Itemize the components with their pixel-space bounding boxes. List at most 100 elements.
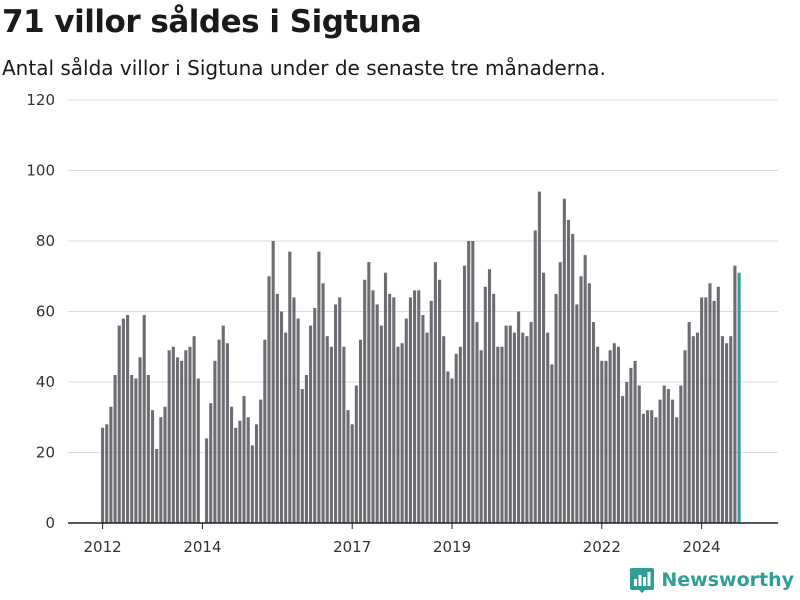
bar <box>504 325 508 523</box>
bar <box>288 251 292 523</box>
bar <box>309 325 313 523</box>
bar <box>175 357 180 523</box>
bar <box>126 315 130 523</box>
bar <box>292 297 296 523</box>
bar <box>284 332 288 523</box>
bar <box>712 300 716 523</box>
x-tick-label: 2014 <box>183 538 221 556</box>
bar <box>279 311 284 523</box>
bar <box>150 410 155 523</box>
bar <box>542 272 546 523</box>
chart-title: 71 villor såldes i Sigtuna <box>2 4 422 40</box>
bar <box>446 371 450 523</box>
bar <box>396 346 400 523</box>
bar <box>163 406 167 523</box>
bar <box>242 396 246 523</box>
bar <box>300 389 304 523</box>
bar <box>571 233 575 523</box>
bar <box>350 424 354 523</box>
y-tick-label: 120 <box>26 91 55 109</box>
bar <box>612 343 616 523</box>
bar <box>683 350 687 523</box>
bar <box>554 293 558 524</box>
x-tick-label: 2017 <box>333 538 371 556</box>
bar <box>500 346 504 523</box>
bar <box>646 410 650 523</box>
bar <box>254 424 259 523</box>
latest-value-label: 71 <box>732 0 754 5</box>
newsworthy-logo-icon <box>630 568 655 593</box>
bar <box>321 283 325 523</box>
bar <box>566 219 571 523</box>
bar <box>517 311 521 523</box>
bar <box>725 343 729 523</box>
bar <box>529 322 533 523</box>
bar <box>259 399 263 524</box>
bar <box>404 318 408 523</box>
y-axis-ticks: 0 20 40 60 80 100 120 <box>26 91 55 532</box>
bar <box>679 385 683 523</box>
bar <box>483 286 487 523</box>
bar <box>338 297 342 523</box>
bar <box>729 336 733 523</box>
bar <box>134 378 138 523</box>
bar <box>234 427 238 523</box>
bar <box>413 290 417 523</box>
bar <box>138 357 142 523</box>
bar <box>317 251 321 523</box>
bar <box>629 367 633 523</box>
x-tick-label: 2019 <box>433 538 471 556</box>
bars <box>101 191 741 524</box>
bar <box>101 427 105 523</box>
bar <box>695 332 700 523</box>
bar <box>313 307 317 523</box>
bar <box>616 346 620 523</box>
bar <box>371 290 375 523</box>
bar <box>467 241 471 523</box>
bar <box>209 403 213 523</box>
bar <box>600 360 604 523</box>
bar <box>454 353 458 523</box>
bar <box>392 297 396 523</box>
bar <box>400 343 404 523</box>
bar <box>146 374 150 523</box>
bar <box>637 385 641 523</box>
bar <box>109 406 113 523</box>
bar <box>121 318 125 523</box>
bar <box>458 346 462 523</box>
bar <box>608 350 612 523</box>
bar <box>704 297 708 523</box>
bar <box>479 350 483 523</box>
bar <box>475 322 479 523</box>
bar <box>496 346 500 523</box>
bar <box>155 448 159 523</box>
bar <box>417 290 421 523</box>
bar-latest <box>737 272 741 523</box>
bar <box>196 378 200 523</box>
bar <box>213 360 217 523</box>
bar <box>533 230 537 523</box>
bar <box>304 374 308 523</box>
bar <box>184 350 188 523</box>
y-tick-label: 20 <box>36 444 55 462</box>
bar <box>296 318 300 523</box>
bar <box>587 283 591 523</box>
bar <box>604 360 608 523</box>
bar <box>596 346 600 523</box>
bar <box>358 339 363 523</box>
bar <box>720 336 724 523</box>
x-tick-label: 2012 <box>84 538 122 556</box>
bar <box>421 315 425 523</box>
bar <box>462 265 467 523</box>
y-tick-label: 80 <box>36 232 55 250</box>
y-tick-label: 0 <box>45 514 55 532</box>
bar <box>167 350 171 523</box>
bar <box>221 325 225 523</box>
bar <box>188 346 192 523</box>
bar <box>675 417 679 523</box>
bar <box>375 304 379 523</box>
bar <box>429 300 433 523</box>
bar <box>363 279 367 523</box>
bar <box>180 360 184 523</box>
